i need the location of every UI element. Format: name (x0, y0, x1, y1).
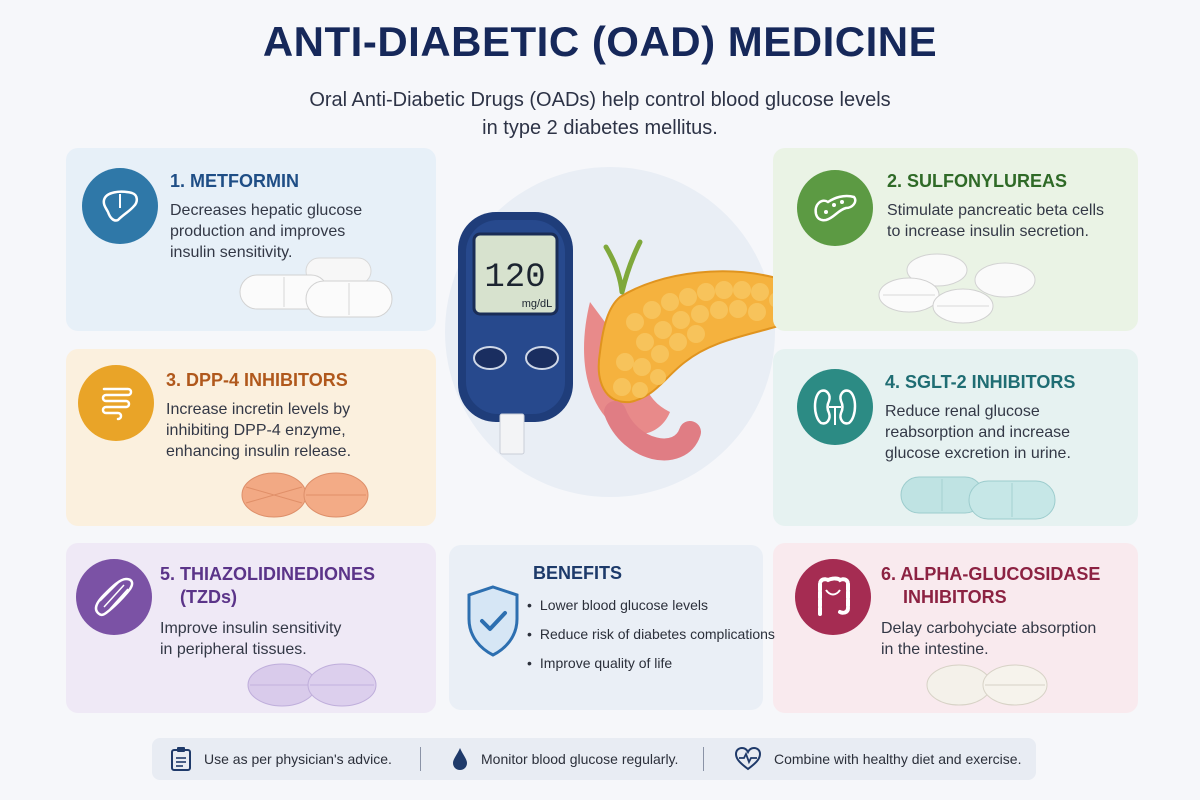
benefits-list: Lower blood glucose levels Reduce risk o… (527, 591, 775, 678)
desc-line: enhancing insulin release. (166, 443, 352, 460)
card-description: Improve insulin sensitivity in periphera… (160, 618, 410, 660)
desc-line: production and improves (170, 223, 346, 240)
footer-item-monitor: Monitor blood glucose regularly. (421, 738, 703, 780)
desc-line: glucose excretion in urine. (885, 445, 1071, 462)
footer-divider (420, 747, 421, 771)
page-title: ANTI-DIABETIC (OAD) MEDICINE (262, 18, 938, 65)
card-dpp4-inhibitors: 3. DPP-4 INHIBITORS Increase incretin le… (66, 349, 436, 526)
card-metformin: 1. METFORMIN Decreases hepatic glucose p… (66, 148, 436, 331)
footer-advice-bar: Use as per physician's advice. Monitor b… (152, 738, 1036, 780)
clipboard-icon (171, 747, 191, 771)
blue-capsule-tablets (900, 476, 1056, 520)
desc-line: inhibiting DPP-4 enzyme, (166, 422, 346, 439)
desc-line: Improve insulin sensitivity (160, 620, 342, 637)
peach-oval-tablets (241, 472, 369, 518)
pancreas-illustration (584, 239, 797, 461)
muscle-icon (94, 577, 134, 617)
footer-text: Combine with healthy diet and exercise. (774, 751, 1022, 767)
card-icon-badge (76, 559, 152, 635)
card-title: 2. SULFONYLUREAS (887, 171, 1068, 191)
benefit-item: Improve quality of life (527, 649, 775, 678)
card-icon-badge (78, 365, 154, 441)
card-title-line: (TZDs) (180, 587, 237, 607)
subtitle-line-1: Oral Anti-Diabetic Drugs (OADs) help con… (309, 89, 891, 111)
benefit-item: Lower blood glucose levels (527, 591, 775, 620)
footer-divider (703, 747, 704, 771)
heart-pulse-icon (734, 747, 762, 771)
desc-line: Increase incretin levels by (166, 401, 351, 418)
desc-line: reabsorption and increase (885, 424, 1071, 441)
card-title: 4. SGLT-2 INHIBITORS (885, 372, 1076, 392)
desc-line: to increase insulin secretion. (887, 223, 1089, 240)
lavender-oval-tablets (247, 663, 377, 707)
drop-icon (453, 748, 467, 770)
card-title: 3. DPP-4 INHIBITORS (166, 370, 348, 390)
desc-line: Stimulate pancreatic beta cells (887, 202, 1104, 219)
card-title: 5. THIAZOLIDINEDIONES (TZDs) (160, 563, 375, 609)
card-alpha-glucosidase-inhibitors: 6. ALPHA-GLUCOSIDASE INHIBITORS Delay ca… (773, 543, 1138, 713)
card-description: Decreases hepatic glucose production and… (170, 200, 410, 263)
desc-line: Delay carbohyciate absorption (881, 620, 1097, 637)
benefits-title: BENEFITS (533, 563, 623, 583)
meter-reading: 120 (484, 259, 545, 297)
card-title: 1. METFORMIN (170, 171, 299, 191)
desc-line: Decreases hepatic glucose (170, 202, 363, 219)
pancreas-icon (814, 194, 857, 222)
card-icon-badge (797, 170, 873, 246)
card-sglt2-inhibitors: 4. SGLT-2 INHIBITORS Reduce renal glucos… (773, 349, 1138, 526)
card-description: Reduce renal glucose reabsorption and in… (885, 401, 1125, 464)
kidney-icon (813, 389, 857, 425)
desc-line: in peripheral tissues. (160, 641, 307, 658)
colon-icon (818, 576, 850, 616)
desc-line: insulin sensitivity. (170, 244, 293, 261)
intestine-icon (101, 387, 133, 421)
subtitle-line-2: in type 2 diabetes mellitus. (482, 117, 718, 139)
card-description: Delay carbohyciate absorption in the int… (881, 618, 1121, 660)
liver-icon (102, 190, 138, 222)
desc-line: in the intestine. (881, 641, 989, 658)
desc-line: Reduce renal glucose (885, 403, 1040, 420)
cream-oval-tablets (926, 664, 1048, 706)
card-sulfonylureas: 2. SULFONYLUREAS Stimulate pancreatic be… (773, 148, 1138, 331)
card-icon-badge (797, 369, 873, 445)
card-title-line: 5. THIAZOLIDINEDIONES (160, 564, 376, 584)
benefits-panel: BENEFITS Lower blood glucose levels Redu… (449, 545, 775, 710)
meter-unit: mg/dL (522, 298, 553, 310)
footer-item-lifestyle: Combine with healthy diet and exercise. (704, 738, 1021, 780)
card-title-line: INHIBITORS (903, 587, 1007, 607)
glucometer-pancreas-illustration: 120 mg/dL (430, 162, 797, 522)
card-thiazolidinediones: 5. THIAZOLIDINEDIONES (TZDs) Improve ins… (66, 543, 436, 713)
shield-check-icon (467, 585, 519, 657)
white-capsule-tablets (239, 257, 393, 318)
center-illustration-svg: 120 mg/dL (445, 167, 797, 497)
footer-text: Monitor blood glucose regularly. (481, 751, 679, 767)
footer-text: Use as per physician's advice. (204, 751, 392, 767)
glucometer-illustration: 120 mg/dL (458, 212, 573, 455)
white-round-tablets (878, 253, 1036, 324)
card-title-line: 6. ALPHA-GLUCOSIDASE (881, 564, 1101, 584)
card-description: Increase incretin levels by inhibiting D… (166, 399, 416, 462)
card-icon-badge (82, 168, 158, 244)
card-description: Stimulate pancreatic beta cells to incre… (887, 200, 1127, 242)
benefit-item: Reduce risk of diabetes complications (527, 620, 775, 649)
page-subtitle: Oral Anti-Diabetic Drugs (OADs) help con… (0, 86, 1200, 142)
card-icon-badge (795, 559, 871, 635)
footer-item-physician: Use as per physician's advice. (152, 738, 420, 780)
card-title: 6. ALPHA-GLUCOSIDASE INHIBITORS (881, 563, 1100, 609)
